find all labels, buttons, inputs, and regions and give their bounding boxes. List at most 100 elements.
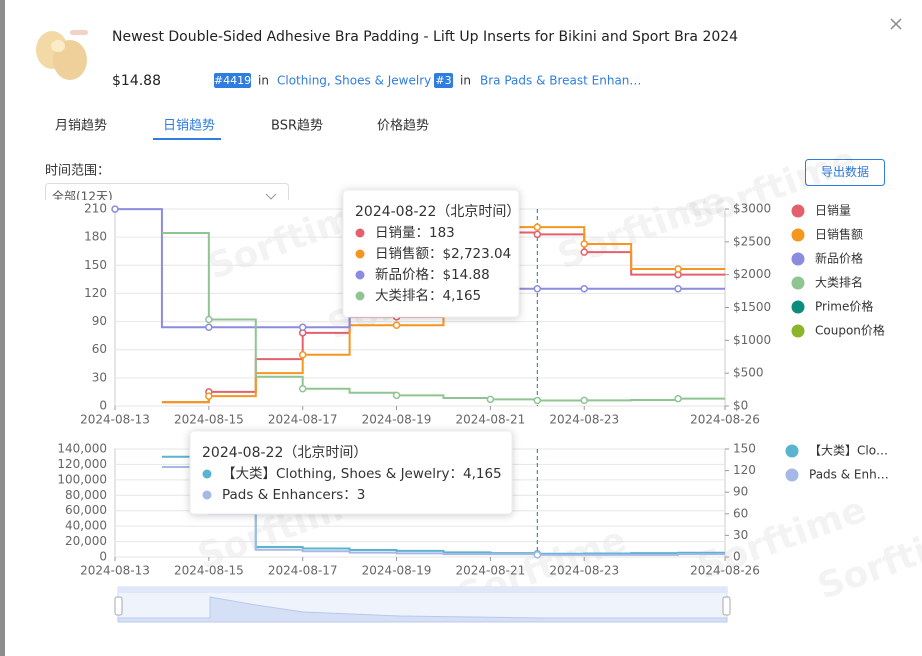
legend-label[interactable]: 【大类】Clo… [809, 444, 888, 458]
y2-tick-label: 30 [733, 528, 748, 542]
y-tick-label: 180 [84, 230, 107, 244]
tab[interactable]: 月销趋势 [55, 118, 107, 134]
legend-label[interactable]: Coupon价格 [815, 323, 885, 338]
y-tick-label: 60,000 [65, 503, 107, 517]
y2-tick-label: $2000 [733, 267, 771, 281]
tooltip-swatch [355, 249, 365, 259]
legend-swatch [791, 324, 805, 338]
x-tick-label: 2024-08-26 [690, 413, 760, 427]
export-button[interactable] [805, 159, 885, 186]
y-tick-label: 90 [92, 314, 107, 328]
tooltip-title: 2024-08-22（北京时间） [355, 204, 520, 220]
tooltip-swatch [202, 469, 212, 479]
point [392, 391, 401, 400]
category-link[interactable]: Clothing, Shoes & Jewelry [277, 74, 431, 88]
tooltip [189, 430, 513, 515]
point [298, 351, 307, 359]
tab[interactable]: BSR趋势 [271, 118, 323, 134]
tab[interactable]: 日销趋势 [163, 118, 215, 134]
category-link[interactable]: Bra Pads & Breast Enhan… [480, 74, 641, 88]
in-label: in [460, 74, 471, 88]
y-tick-label: 20,000 [65, 534, 107, 548]
y2-tick-label: 0 [733, 550, 741, 564]
y-tick-label: 140,000 [57, 442, 107, 456]
point [674, 284, 682, 293]
badge [434, 73, 453, 88]
point [674, 394, 682, 403]
zoom-slider[interactable] [114, 586, 731, 623]
legend-label[interactable]: 日销量 [815, 204, 851, 218]
x-tick-label: 2024-08-13 [80, 413, 150, 427]
legend-swatch [791, 228, 805, 242]
series-line [161, 226, 725, 404]
point [298, 384, 307, 393]
tooltip-swatch [202, 490, 212, 500]
y-tick-label: 30 [92, 370, 107, 384]
point [533, 284, 542, 293]
y-tick-label: 60 [92, 342, 107, 356]
tooltip-swatch [355, 228, 365, 238]
legend-label[interactable]: 大类排名 [815, 275, 863, 290]
point [298, 323, 307, 332]
time-range-label: 时间范围： [45, 164, 110, 179]
point [580, 396, 588, 405]
watermark: Sorftime [682, 139, 861, 238]
rank-badge: #4419 [214, 74, 251, 87]
legend-swatch [791, 204, 805, 218]
legend-label[interactable]: 新品价格 [815, 251, 863, 266]
y-tick-label: 120,000 [57, 457, 107, 471]
legend-swatch [791, 300, 805, 314]
y-tick-label: 210 [84, 202, 107, 216]
y-tick-label: 150 [84, 258, 107, 272]
rank-badge: #3 [435, 74, 451, 87]
y2-tick-label: $1000 [733, 333, 771, 347]
tooltip-row: 日销量：183 [375, 225, 455, 241]
badge [214, 73, 251, 88]
y2-tick-label: 90 [733, 485, 748, 499]
point [486, 395, 495, 404]
y-tick-label: 80,000 [65, 488, 107, 502]
tooltip-title: 2024-08-22（北京时间） [202, 445, 367, 461]
point [205, 392, 213, 400]
point [533, 223, 542, 231]
x-tick-label: 2024-08-21 [456, 564, 526, 578]
tooltip-row: 日销售额：$2,723.04 [375, 246, 511, 262]
tooltip-row: 新品价格：$14.88 [375, 267, 490, 283]
tooltip-row: 【大类】Clothing, Shoes & Jewelry：4,165 [222, 466, 502, 482]
x-tick-label: 2024-08-19 [362, 564, 432, 578]
legend-swatch [785, 468, 799, 482]
series-line [161, 466, 725, 556]
y-tick-label: 0 [99, 399, 107, 413]
point [580, 240, 588, 248]
y2-tick-label: $3000 [733, 202, 771, 216]
y2-tick-label: $500 [733, 366, 764, 380]
x-tick-label: 2024-08-23 [549, 564, 619, 578]
point [580, 284, 588, 293]
legend-label[interactable]: Prime价格 [815, 299, 873, 314]
point [533, 551, 542, 559]
point [674, 265, 682, 273]
y2-tick-label: $1500 [733, 300, 771, 314]
tooltip [342, 189, 520, 318]
overlay-edge [0, 0, 5, 656]
in-label: in [258, 74, 269, 88]
tooltip-swatch [355, 291, 365, 301]
legend-swatch [791, 276, 805, 290]
x-tick-label: 2024-08-17 [268, 413, 338, 427]
x-tick-label: 2024-08-15 [174, 413, 244, 427]
tab-underline [153, 138, 221, 140]
point [533, 396, 542, 405]
x-tick-label: 2024-08-21 [456, 413, 526, 427]
point [392, 321, 401, 329]
legend-label[interactable]: 日销售额 [815, 227, 863, 242]
tab[interactable]: 价格趋势 [377, 118, 429, 134]
close-button[interactable] [890, 18, 902, 30]
x-tick-label: 2024-08-26 [690, 564, 760, 578]
legend-label[interactable]: Pads & Enh… [809, 468, 889, 482]
product-title: Newest Double-Sided Adhesive Bra Padding… [112, 29, 738, 45]
legend-swatch [785, 444, 799, 458]
y2-tick-label: $0 [733, 399, 748, 413]
point [111, 205, 119, 213]
